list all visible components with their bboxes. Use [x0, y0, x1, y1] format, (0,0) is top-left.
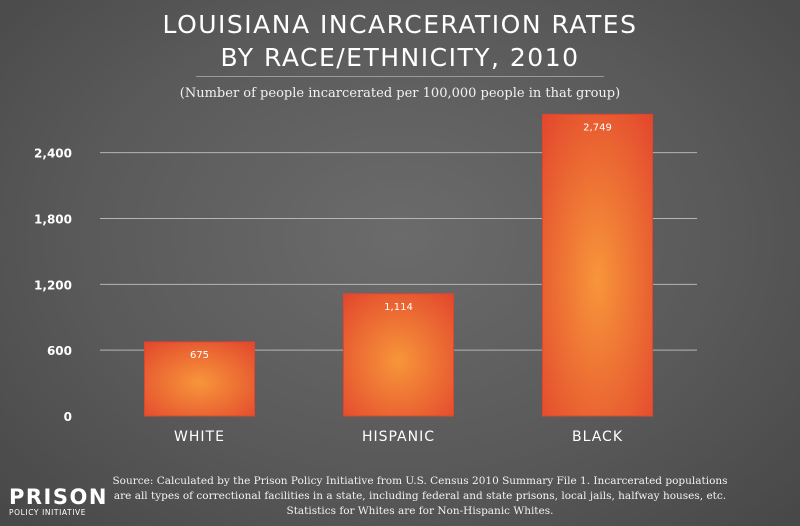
- y-tick-label: 1,800: [34, 213, 72, 227]
- bar-white: [144, 341, 255, 417]
- x-tick-label-black: BLACK: [572, 429, 623, 445]
- bar-chart: 0 600 1,200 1,800 2,400 675 1,114 2,749 WHITE H…: [34, 113, 697, 445]
- chart-subtitle: (Number of people incarcerated per 100,0…: [179, 86, 621, 101]
- x-tick-label-hispanic: HISPANIC: [362, 429, 435, 445]
- logo-name: PRISON: [9, 485, 108, 509]
- title-divider: [196, 76, 604, 77]
- data-label-black: 2,749: [583, 122, 612, 133]
- bar-black: [542, 113, 653, 417]
- prison-policy-initiative-logo: PRISON POLICY INITIATIVE: [9, 486, 108, 518]
- y-tick-label: 2,400: [34, 147, 72, 161]
- chart-title: LOUISIANA INCARCERATION RATES BY RACE/ET…: [0, 8, 800, 74]
- x-tick-label-white: WHITE: [174, 429, 225, 445]
- chart-title-line-2: BY RACE/ETHNICITY, 2010: [220, 43, 580, 72]
- data-label-hispanic: 1,114: [384, 302, 413, 313]
- source-note: Source: Calculated by the Prison Policy …: [112, 475, 728, 517]
- x-axis-ticks: WHITE HISPANIC BLACK: [174, 429, 623, 445]
- data-label-white: 675: [190, 350, 209, 361]
- logo-subtitle: POLICY INITIATIVE: [9, 508, 87, 517]
- y-tick-label: 1,200: [34, 278, 72, 292]
- bar-hispanic: [343, 293, 454, 417]
- y-tick-label: 600: [47, 344, 72, 358]
- y-tick-label: 0: [64, 410, 72, 424]
- y-axis-ticks: 0 600 1,200 1,800 2,400: [34, 147, 72, 424]
- chart-title-line-1: LOUISIANA INCARCERATION RATES: [162, 10, 638, 39]
- bars: 675 1,114 2,749: [144, 113, 653, 417]
